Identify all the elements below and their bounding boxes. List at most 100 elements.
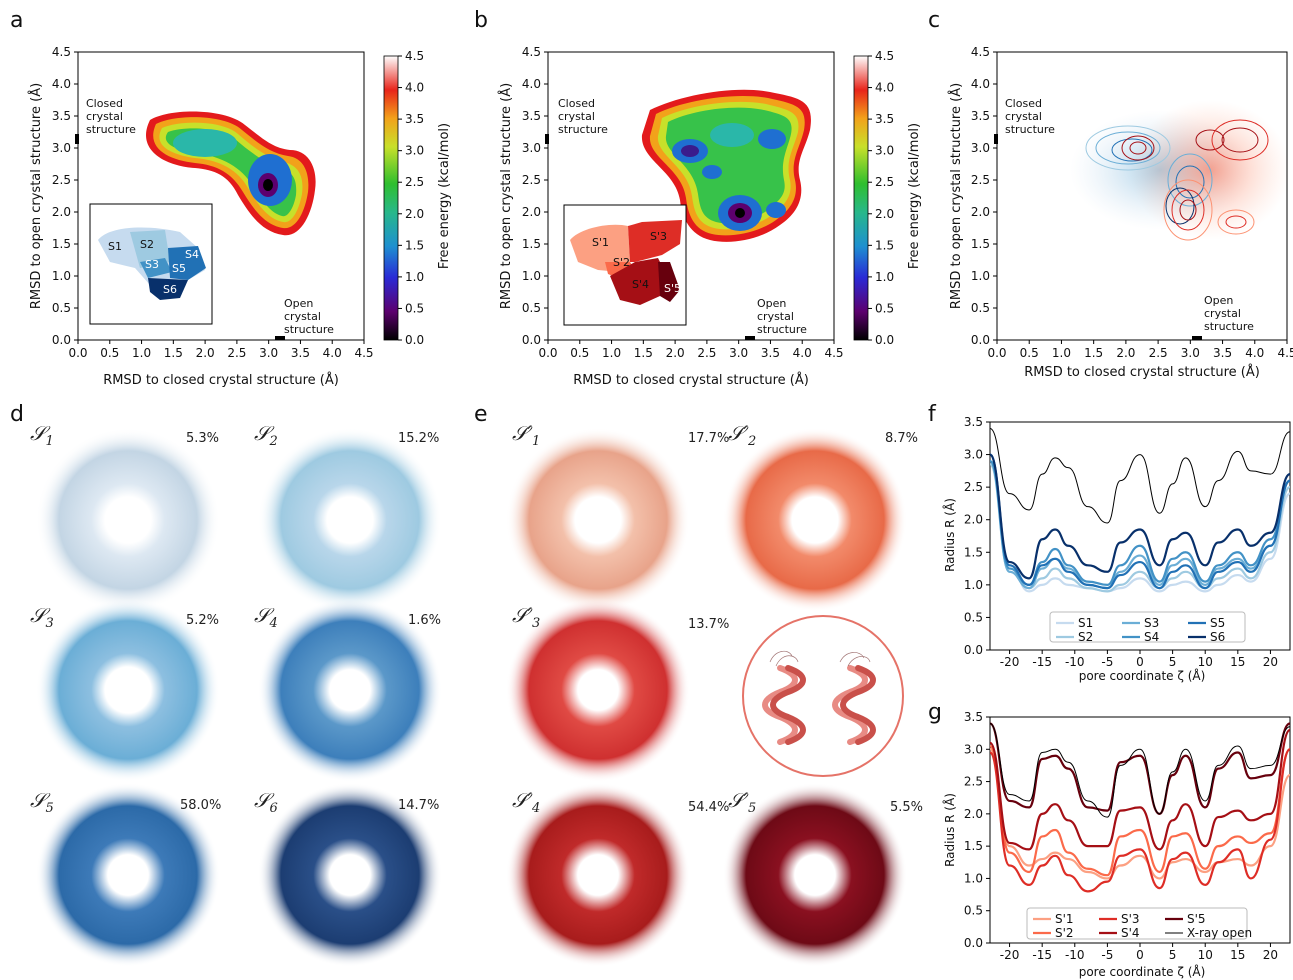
- colorbar-tick-label: 0.5: [875, 301, 894, 315]
- legend-label: S1: [1078, 616, 1093, 630]
- inset-b-s4: S'4: [632, 278, 649, 291]
- colorbar-b-label: Free energy (kcal/mol): [907, 123, 922, 269]
- inset-b-s1: S'1: [592, 236, 609, 249]
- colorbar-tick-label: 0.5: [405, 301, 424, 315]
- state-render-s6: [258, 783, 442, 967]
- x-tick-label: 1.0: [132, 346, 151, 360]
- state-label-s4: 𝒮4: [254, 603, 278, 631]
- colorbar-tick-label: 2.0: [875, 207, 894, 221]
- legend-label: S'1: [1055, 912, 1074, 926]
- closed-label-c-2: crystal: [1005, 110, 1042, 123]
- x-tick-label: 4.5: [824, 346, 843, 360]
- x-tick-label: -15: [1032, 948, 1052, 962]
- panel-label-a: a: [10, 8, 24, 33]
- x-tick-label: 0.0: [987, 346, 1006, 360]
- y-tick-label: 1.0: [52, 269, 71, 283]
- y-tick-label: 4.5: [522, 45, 541, 59]
- state-render-s2: [258, 428, 442, 612]
- legend-label: S5: [1210, 616, 1225, 630]
- y-tick-label: 0.0: [52, 333, 71, 347]
- x-tick-label: 4.0: [793, 346, 812, 360]
- state-label-s-prime-1: 𝒮′1: [512, 421, 540, 449]
- x-tick-label: 4.0: [323, 346, 342, 360]
- y-tick-label: 1.5: [52, 237, 71, 251]
- series-line-2: [988, 744, 1292, 877]
- colorbar-tick-label: 0.0: [875, 333, 894, 347]
- open-label-c-2: crystal: [1204, 307, 1241, 320]
- open-label-a-2: crystal: [284, 310, 321, 323]
- legend-label: S'4: [1121, 926, 1140, 940]
- legend-label: S4: [1144, 630, 1159, 644]
- inset-a-s3: S3: [145, 258, 159, 271]
- state-pct-s4: 1.6%: [408, 613, 441, 628]
- chart-g-ylabel: Radius R (Å): [942, 793, 957, 867]
- state-pct-s-prime-5: 5.5%: [890, 800, 923, 815]
- x-tick-label: 3.0: [1181, 346, 1200, 360]
- open-label-b-1: Open: [757, 297, 786, 310]
- y-tick-label: 3.5: [522, 109, 541, 123]
- colorbar-tick-label: 2.5: [875, 175, 894, 189]
- y-tick-label: 0.5: [522, 301, 541, 315]
- legend-label: S2: [1078, 630, 1093, 644]
- legend-box: [1049, 611, 1246, 643]
- colorbar-b: [853, 55, 869, 341]
- x-tick-label: 1.5: [164, 346, 183, 360]
- y-tick-label: 1.5: [522, 237, 541, 251]
- y-tick-label: 1.0: [971, 269, 990, 283]
- legend-box: [1026, 907, 1248, 940]
- state-label-s-prime-3: 𝒮′3: [512, 603, 540, 631]
- colorbar-tick-label: 1.0: [405, 270, 424, 284]
- y-tick-label: 3.0: [52, 141, 71, 155]
- state-render-s-prime-5: [723, 783, 907, 967]
- x-tick-label: 1.0: [1052, 346, 1071, 360]
- series-line-5: [988, 453, 1291, 590]
- colorbar-tick-label: 4.5: [875, 49, 894, 63]
- series-line-1: [988, 748, 1291, 880]
- y-tick-label: 2.5: [964, 480, 983, 494]
- x-tick-label: 0.0: [538, 346, 557, 360]
- inset-a-s6: S6: [163, 283, 177, 296]
- x-tick-label: -20: [1000, 655, 1020, 669]
- state-label-s6: 𝒮6: [254, 788, 278, 816]
- panel-label-b: b: [474, 8, 488, 33]
- y-tick-label: 0.0: [522, 333, 541, 347]
- state-pct-s-prime-4: 54.4%: [688, 800, 729, 815]
- state-pct-s5: 58.0%: [180, 798, 221, 813]
- panel-label-g: g: [928, 700, 942, 725]
- colorbar-tick-label: 1.0: [875, 270, 894, 284]
- y-tick-label: 1.5: [964, 839, 983, 853]
- x-tick-label: 0: [1136, 948, 1144, 962]
- closed-label-b-2: crystal: [558, 110, 595, 123]
- x-tick-label: 20: [1263, 655, 1278, 669]
- open-label-c-3: structure: [1204, 320, 1254, 333]
- y-tick-label: 2.0: [971, 205, 990, 219]
- closed-label-b-1: Closed: [558, 97, 595, 110]
- y-tick-label: 1.0: [964, 871, 983, 885]
- contour-map-c-ylabel: RMSD to open crystal structure (Å): [948, 83, 964, 309]
- legend-label: S3: [1144, 616, 1159, 630]
- series-line-7: [989, 428, 1291, 524]
- x-tick-label: 0.5: [1020, 346, 1039, 360]
- y-tick-label: 4.0: [522, 77, 541, 91]
- y-tick-label: 3.0: [522, 141, 541, 155]
- x-tick-label: 4.5: [1277, 346, 1293, 360]
- colorbar-tick-label: 2.5: [405, 175, 424, 189]
- y-tick-label: 0.5: [52, 301, 71, 315]
- legend-label: S'2: [1055, 926, 1074, 940]
- y-tick-label: 0.5: [971, 301, 990, 315]
- x-tick-label: 10: [1198, 655, 1213, 669]
- fe-map-b-ylabel: RMSD to open crystal structure (Å): [498, 83, 514, 309]
- y-tick-label: 4.5: [52, 45, 71, 59]
- series-line-1: [988, 459, 1291, 593]
- legend-label: S'5: [1187, 912, 1206, 926]
- colorbar-tick-label: 3.0: [405, 144, 424, 158]
- colorbar-tick-label: 2.0: [405, 207, 424, 221]
- colorbar-tick-label: 3.5: [405, 112, 424, 126]
- state-pct-s6: 14.7%: [398, 798, 439, 813]
- state-render-s3: [36, 598, 220, 782]
- x-tick-label: 15: [1230, 948, 1245, 962]
- colorbar-tick-label: 1.5: [405, 238, 424, 252]
- colorbar-b-ticks: 0.0 0.5 1.0 1.5 2.0 2.5 3.0 3.5 4.0 4.5: [868, 49, 894, 347]
- colorbar-a-ticks: 0.0 0.5 1.0 1.5 2.0 2.5 3.0 3.5 4.0 4.5: [398, 49, 424, 347]
- y-tick-label: 0.0: [964, 936, 983, 950]
